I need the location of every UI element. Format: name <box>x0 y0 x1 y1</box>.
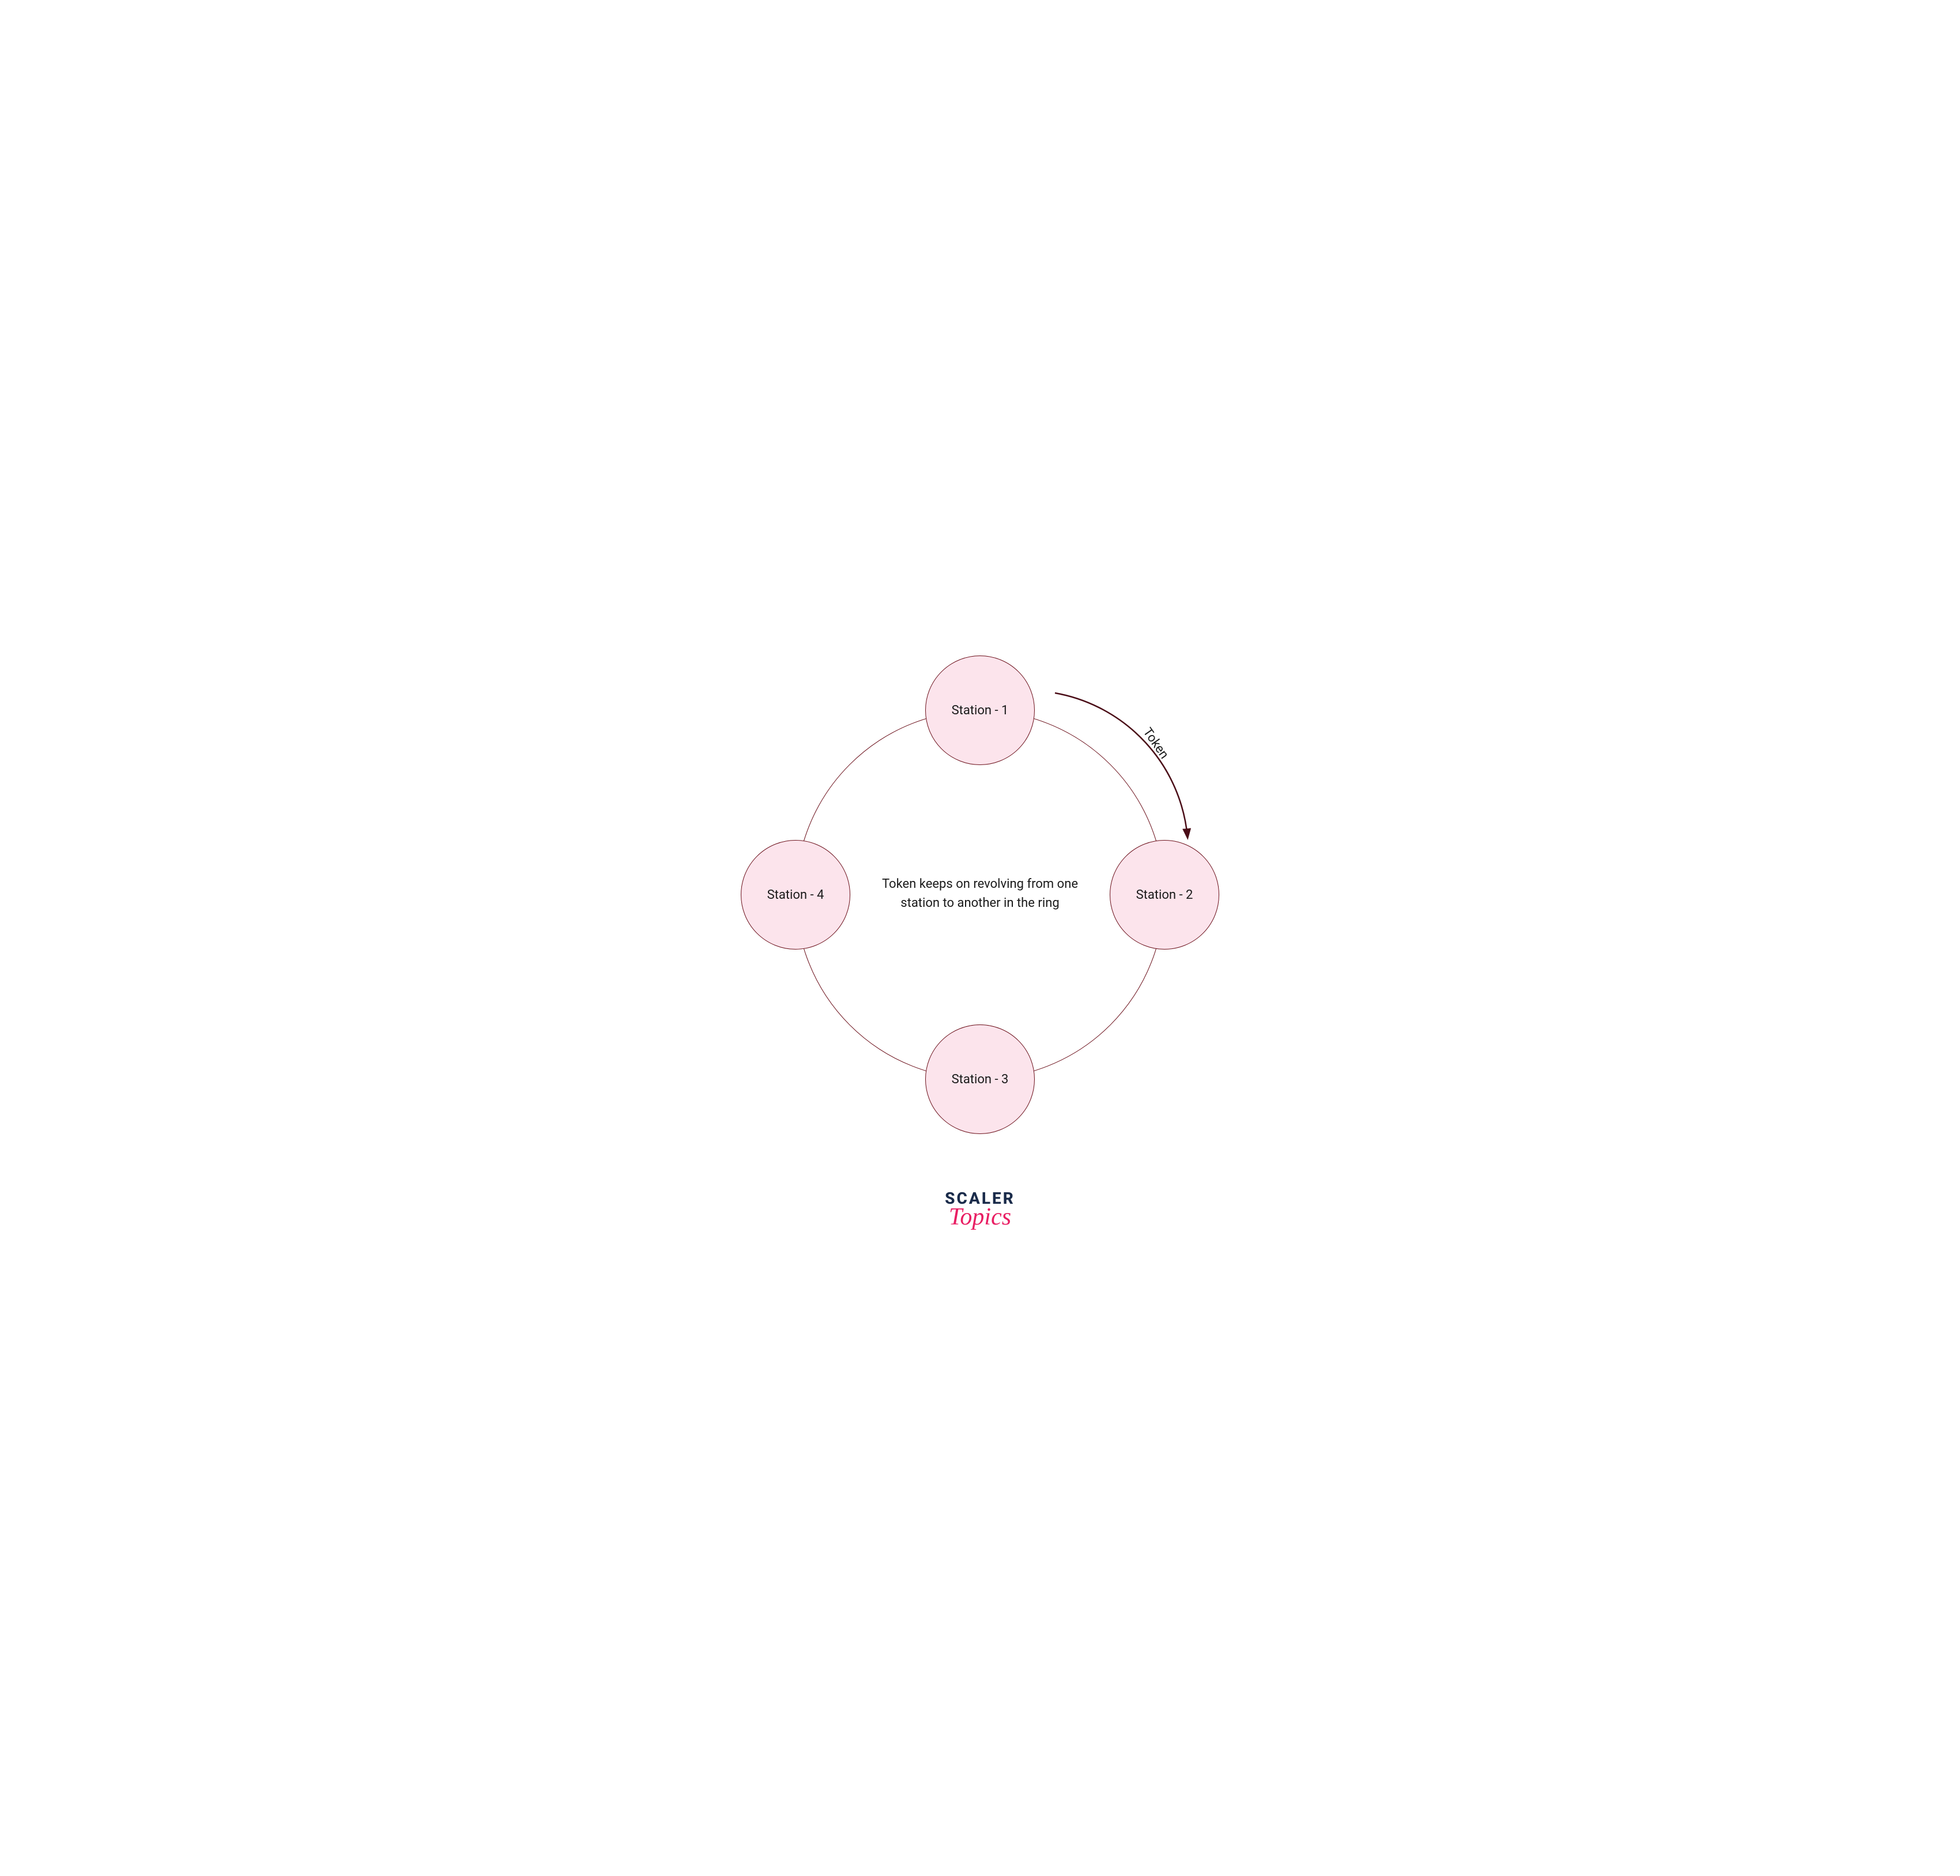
token-ring-diagram: Station - 1 Station - 2 Station - 3 Stat… <box>634 607 1326 1269</box>
logo: SCALER Topics <box>634 1189 1326 1231</box>
token-arrow <box>634 607 1326 1269</box>
logo-topics-text: Topics <box>634 1203 1326 1231</box>
token-arc-path <box>1055 693 1188 837</box>
